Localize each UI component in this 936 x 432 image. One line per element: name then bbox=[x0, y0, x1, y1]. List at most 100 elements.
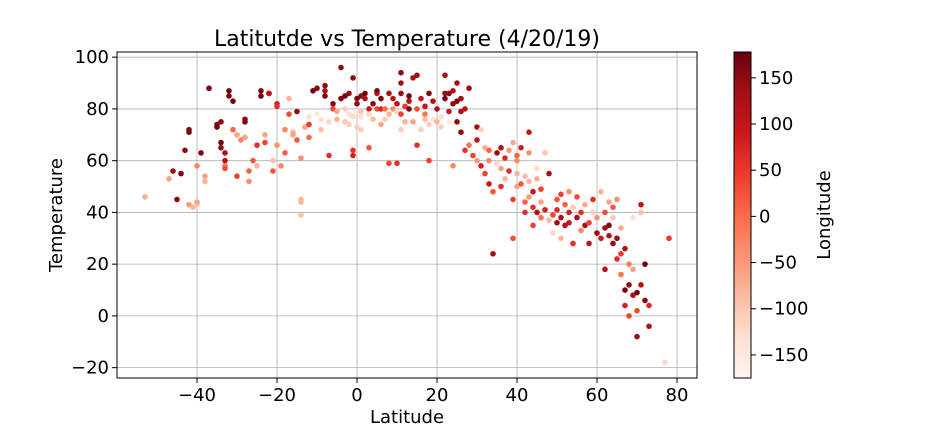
data-point bbox=[486, 181, 492, 187]
y-tick-label: 0 bbox=[98, 306, 109, 327]
data-point bbox=[462, 106, 468, 112]
data-point bbox=[270, 157, 276, 164]
data-point bbox=[474, 124, 480, 130]
data-point bbox=[142, 194, 148, 200]
data-point bbox=[378, 106, 384, 112]
data-point bbox=[334, 108, 340, 115]
data-point bbox=[386, 160, 392, 167]
data-point bbox=[430, 116, 436, 123]
data-point bbox=[186, 201, 192, 208]
data-point bbox=[354, 95, 360, 102]
data-point bbox=[474, 137, 480, 143]
data-point bbox=[318, 126, 324, 133]
data-point bbox=[558, 235, 564, 242]
data-point bbox=[406, 93, 412, 99]
data-point bbox=[570, 204, 576, 211]
data-point bbox=[362, 95, 368, 102]
data-point bbox=[626, 282, 632, 288]
data-point bbox=[470, 152, 476, 159]
data-point bbox=[442, 72, 448, 79]
data-point bbox=[314, 111, 320, 117]
data-point bbox=[382, 106, 388, 112]
data-point bbox=[426, 157, 432, 164]
data-point bbox=[598, 235, 604, 242]
data-point bbox=[666, 235, 672, 242]
data-point bbox=[318, 116, 324, 123]
data-point bbox=[218, 139, 224, 146]
y-tick-label: 40 bbox=[86, 202, 109, 223]
data-point bbox=[342, 119, 348, 125]
data-point bbox=[578, 209, 584, 216]
data-point bbox=[242, 134, 248, 141]
data-point bbox=[402, 103, 408, 110]
data-point bbox=[478, 126, 484, 133]
data-point bbox=[646, 302, 652, 309]
data-point bbox=[174, 196, 180, 203]
data-point bbox=[514, 183, 520, 190]
data-point bbox=[306, 113, 312, 120]
data-point bbox=[314, 85, 320, 92]
data-point bbox=[198, 150, 204, 156]
data-point bbox=[606, 199, 612, 205]
colorbar-axis: −150 −100 −50 0 50 100 150 bbox=[751, 68, 808, 366]
data-point bbox=[482, 144, 488, 151]
chart-title: Latitutde vs Temperature (4/20/19) bbox=[214, 27, 600, 52]
y-tick-label: 80 bbox=[86, 99, 109, 120]
data-point bbox=[450, 163, 456, 169]
data-point bbox=[494, 160, 500, 167]
data-point bbox=[586, 219, 592, 226]
data-point bbox=[226, 88, 232, 94]
data-point bbox=[326, 152, 332, 159]
data-point bbox=[522, 173, 528, 179]
data-point bbox=[606, 232, 612, 239]
data-point bbox=[358, 108, 364, 115]
data-point bbox=[534, 175, 540, 182]
data-point bbox=[242, 119, 248, 125]
data-point bbox=[354, 100, 360, 107]
data-point bbox=[642, 261, 648, 267]
y-axis: −20 0 20 40 60 80 100 bbox=[71, 47, 117, 379]
data-point bbox=[194, 163, 200, 169]
data-point bbox=[398, 90, 404, 97]
data-point bbox=[574, 194, 580, 200]
data-point bbox=[546, 170, 552, 177]
colorbar-tick-label: 50 bbox=[759, 160, 782, 181]
data-point bbox=[434, 106, 440, 112]
data-point bbox=[186, 126, 192, 133]
data-point bbox=[386, 111, 392, 117]
data-point bbox=[542, 207, 548, 213]
data-point bbox=[586, 240, 592, 247]
data-point bbox=[366, 111, 372, 117]
data-point bbox=[326, 119, 332, 125]
data-point bbox=[222, 165, 228, 172]
data-point bbox=[378, 121, 384, 128]
data-point bbox=[518, 181, 524, 187]
data-point bbox=[494, 150, 500, 156]
data-point bbox=[402, 119, 408, 125]
data-point bbox=[610, 204, 616, 211]
data-point bbox=[246, 178, 252, 185]
data-point bbox=[526, 178, 532, 185]
data-point bbox=[526, 194, 532, 200]
data-point bbox=[642, 297, 648, 304]
data-point bbox=[446, 108, 452, 115]
data-point bbox=[350, 147, 356, 154]
data-point bbox=[606, 222, 612, 229]
colorbar bbox=[733, 51, 752, 379]
data-point bbox=[630, 292, 636, 299]
data-point bbox=[438, 113, 444, 120]
data-point bbox=[338, 95, 344, 102]
data-point bbox=[614, 235, 620, 242]
data-point bbox=[574, 214, 580, 221]
data-point bbox=[538, 186, 544, 192]
data-point bbox=[382, 116, 388, 123]
data-point bbox=[262, 131, 268, 138]
data-point bbox=[554, 196, 560, 203]
data-point bbox=[370, 100, 376, 107]
data-point bbox=[354, 108, 360, 115]
data-point bbox=[466, 85, 472, 92]
data-point bbox=[474, 157, 480, 164]
x-tick-label: 80 bbox=[666, 385, 689, 406]
data-point bbox=[562, 201, 568, 208]
data-point bbox=[206, 85, 212, 92]
